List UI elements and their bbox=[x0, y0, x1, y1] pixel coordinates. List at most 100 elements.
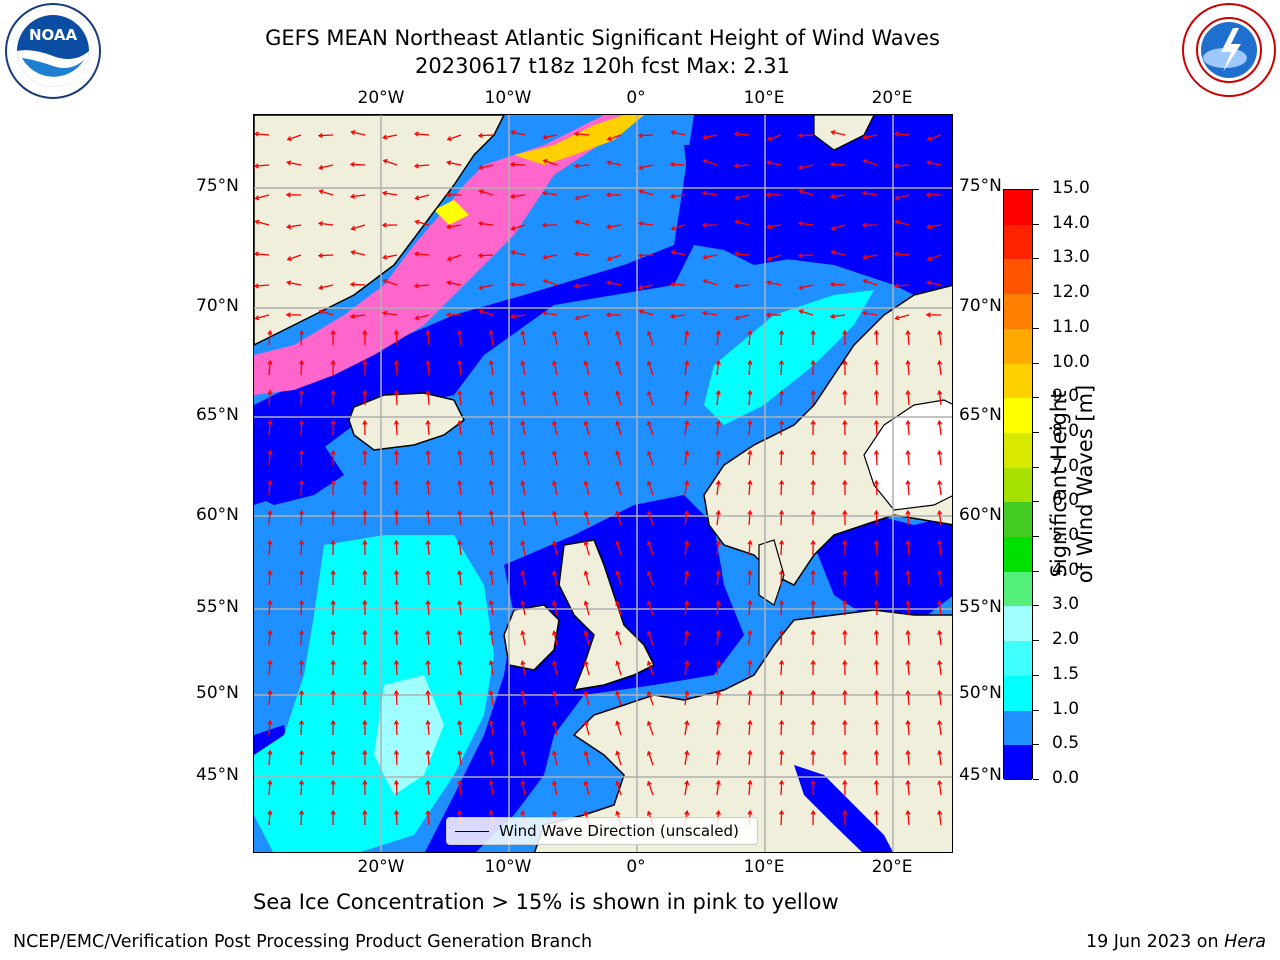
wind-arrow bbox=[490, 781, 494, 796]
wind-arrow bbox=[395, 780, 398, 796]
wind-arrow-head bbox=[542, 278, 548, 284]
wind-arrow-head bbox=[905, 479, 911, 485]
wind-arrow bbox=[780, 330, 783, 346]
colorbar-tick-mark bbox=[1033, 709, 1039, 711]
wind-arrow-head bbox=[350, 225, 356, 231]
wind-arrow-head bbox=[574, 315, 580, 321]
wind-arrow-head bbox=[684, 569, 690, 576]
wind-arrow-head bbox=[520, 810, 526, 816]
wind-arrow-head bbox=[615, 420, 621, 426]
wind-arrow-head bbox=[318, 189, 324, 195]
wind-arrow bbox=[607, 281, 622, 286]
wind-arrow-head bbox=[810, 809, 816, 815]
wind-arrow bbox=[255, 284, 270, 287]
wind-arrow bbox=[383, 279, 398, 286]
lat-label-right: 65°N bbox=[959, 405, 1002, 425]
wind-arrow-head bbox=[393, 689, 400, 695]
wind-arrow bbox=[427, 421, 430, 436]
wind-arrow-head bbox=[362, 599, 368, 605]
colorbar-tick-label: 2.0 bbox=[1052, 629, 1080, 650]
wind-arrow bbox=[447, 281, 462, 286]
wind-arrow bbox=[553, 751, 558, 766]
wind-arrow bbox=[350, 163, 366, 166]
wind-arrow bbox=[767, 161, 782, 166]
wind-arrow-head bbox=[778, 689, 785, 695]
wind-arrow bbox=[479, 310, 494, 316]
wind-arrow-head bbox=[583, 450, 589, 456]
wind-arrow bbox=[684, 421, 688, 436]
colorbar-tick-mark bbox=[1033, 501, 1039, 503]
wind-arrow-head bbox=[925, 224, 932, 230]
wind-arrow bbox=[639, 310, 654, 316]
wind-arrow bbox=[395, 660, 398, 676]
wind-arrow-head bbox=[715, 569, 721, 576]
wind-arrow-head bbox=[425, 719, 431, 725]
wind-arrow bbox=[415, 314, 430, 320]
wind-arrow-head bbox=[715, 479, 721, 486]
wind-arrow-head bbox=[810, 329, 816, 335]
wind-arrow bbox=[553, 361, 558, 376]
wind-arrow-head bbox=[646, 600, 652, 606]
wind-arrow bbox=[716, 691, 720, 706]
wind-arrow-head bbox=[520, 450, 526, 456]
wind-arrow-head bbox=[638, 189, 644, 195]
wind-arrow bbox=[584, 331, 590, 346]
wind-arrow-head bbox=[425, 599, 431, 605]
wind-arrow-head bbox=[541, 190, 548, 196]
wind-arrow-head bbox=[733, 163, 739, 169]
wind-arrow-head bbox=[937, 629, 943, 636]
wind-arrow-head bbox=[778, 629, 785, 635]
wind-arrow-head bbox=[684, 749, 690, 756]
wind-arrow-head bbox=[298, 419, 305, 425]
wind-arrow bbox=[490, 571, 494, 586]
wind-arrow-head bbox=[551, 420, 558, 426]
wind-arrow-head bbox=[583, 630, 589, 636]
wind-arrow bbox=[319, 190, 334, 196]
wind-arrow bbox=[521, 751, 526, 766]
wind-arrow bbox=[553, 541, 558, 556]
colorbar-tick-label: 13.0 bbox=[1052, 247, 1090, 268]
wind-arrow bbox=[716, 481, 720, 496]
wind-arrow bbox=[938, 511, 942, 526]
wind-arrow-head bbox=[606, 136, 612, 142]
colorbar-segment bbox=[1004, 398, 1032, 434]
wind-arrow bbox=[268, 691, 271, 706]
wind-arrow-head bbox=[551, 450, 558, 456]
wind-arrow bbox=[351, 251, 366, 256]
wind-arrow bbox=[748, 421, 751, 436]
wind-arrow-head bbox=[446, 136, 452, 142]
wind-arrow bbox=[938, 661, 942, 676]
wind-arrow-head bbox=[478, 309, 484, 315]
wind-arrow-head bbox=[362, 779, 368, 785]
wind-arrow bbox=[748, 631, 751, 646]
wind-arrow bbox=[268, 541, 271, 556]
wind-arrow bbox=[427, 451, 430, 466]
wind-arrow bbox=[268, 331, 271, 346]
wind-arrow-head bbox=[286, 280, 292, 286]
wind-arrow bbox=[875, 750, 878, 766]
wind-arrow-head bbox=[583, 810, 589, 816]
wind-arrow bbox=[553, 601, 558, 616]
wind-arrow-head bbox=[362, 689, 368, 695]
wind-arrow bbox=[383, 312, 398, 316]
wind-arrow-head bbox=[583, 540, 589, 546]
wind-arrow-head bbox=[349, 313, 356, 319]
wind-arrow-head bbox=[684, 659, 690, 666]
wind-arrow-head bbox=[670, 249, 676, 256]
wind-arrow bbox=[875, 720, 878, 736]
wind-arrow-head bbox=[905, 389, 911, 395]
wind-arrow-head bbox=[267, 449, 273, 455]
wind-arrow-head bbox=[926, 280, 932, 286]
wind-arrow bbox=[780, 420, 783, 436]
wind-arrow bbox=[907, 661, 910, 676]
wind-arrow bbox=[863, 312, 878, 316]
wind-arrow-head bbox=[267, 509, 273, 515]
wind-arrow-head bbox=[542, 254, 548, 260]
wind-arrow bbox=[521, 331, 526, 346]
wind-arrow-head bbox=[551, 780, 558, 786]
wind-arrow-head bbox=[330, 449, 336, 455]
wind-arrow bbox=[300, 570, 303, 586]
wind-arrow bbox=[831, 314, 846, 318]
lat-label-left: 50°N bbox=[196, 683, 239, 703]
wind-arrow bbox=[553, 721, 558, 736]
